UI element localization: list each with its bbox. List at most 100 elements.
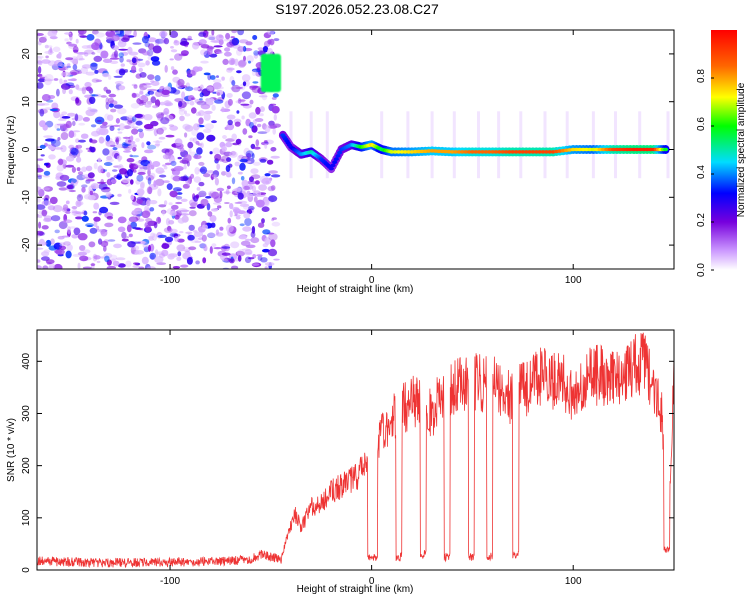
noise-speckle [91,52,96,55]
noise-speckle [255,118,264,122]
noise-speckle [154,75,161,82]
track-core [328,166,334,171]
noise-speckle [256,67,261,71]
noise-speckle [189,206,196,209]
noise-speckle [57,118,67,121]
noise-speckle [42,197,47,200]
noise-speckle [49,196,58,205]
noise-speckle [193,231,204,237]
noise-speckle [159,174,167,178]
noise-speckle [108,93,117,98]
noise-speckle [66,41,72,45]
noise-speckle [100,124,108,129]
noise-speckle [95,79,103,83]
noise-speckle [131,128,139,135]
noise-speckle [177,78,185,87]
noise-speckle [201,234,207,242]
noise-speckle [237,60,246,68]
noise-speckle [88,185,96,193]
noise-speckle [264,237,271,245]
noise-speckle [96,181,107,184]
noise-speckle [146,141,151,146]
noise-speckle [52,46,61,53]
noise-speckle [188,210,197,217]
noise-speckle [175,210,182,217]
noise-speckle [136,218,145,222]
noise-speckle [249,85,259,89]
noise-speckle [206,86,214,92]
noise-speckle [244,256,252,264]
noise-speckle [93,255,101,260]
noise-speckle [161,148,170,154]
noise-speckle [268,233,278,241]
noise-speckle [37,204,46,210]
noise-speckle [140,181,145,189]
noise-speckle [112,260,120,267]
noise-speckle [200,49,207,56]
noise-speckle [136,198,143,205]
noise-speckle [45,55,49,59]
noise-speckle [136,188,145,196]
noise-speckle [129,162,134,170]
spectrogram-y-axis-label: Frequency (Hz) [6,116,17,185]
noise-speckle [263,40,271,48]
noise-speckle [272,93,279,98]
noise-speckle [145,60,150,66]
noise-speckle [43,215,53,222]
noise-speckle [143,114,153,121]
noise-speckle [61,111,68,115]
noise-speckle [212,147,220,155]
noise-speckle [273,38,280,42]
noise-speckle [255,199,265,208]
noise-speckle [65,210,71,214]
noise-speckle [243,185,251,191]
noise-speckle [186,257,193,265]
noise-speckle [94,69,99,74]
noise-speckle [210,173,214,181]
noise-speckle [183,164,187,170]
noise-speckle [251,226,256,234]
noise-speckle [65,57,74,61]
noise-speckle [253,196,258,203]
noise-speckle [237,249,245,257]
noise-speckle [154,38,160,46]
noise-speckle [39,108,45,117]
noise-speckle [239,203,250,207]
noise-speckle [106,155,113,161]
noise-speckle [230,150,236,156]
noise-speckle [196,147,203,155]
track-streak [406,111,410,179]
noise-speckle [53,78,59,81]
noise-speckle [41,94,51,102]
noise-speckle [103,245,107,252]
noise-speckle [56,88,60,97]
noise-speckle [145,174,155,181]
noise-speckle [261,177,272,185]
noise-speckle [41,209,48,217]
noise-speckle [200,198,209,207]
noise-speckle [104,113,110,121]
noise-speckle [156,127,164,135]
noise-speckle [123,125,131,130]
noise-speckle [226,114,236,120]
noise-speckle [111,34,120,42]
noise-speckle [227,98,233,106]
noise-speckle [209,215,217,222]
noise-speckle [176,244,186,252]
noise-speckle [65,200,70,205]
noise-speckle [39,144,46,149]
noise-speckle [216,187,225,192]
noise-speckle [142,82,152,86]
noise-speckle [196,187,201,191]
noise-speckle [37,78,46,83]
noise-speckle [92,211,98,214]
noise-speckle [147,144,157,150]
spectrogram-x-axis-label: Height of straight line (km) [297,284,414,295]
noise-speckle [218,34,223,38]
noise-speckle [135,137,140,143]
noise-speckle [105,89,112,94]
noise-speckle [255,139,260,147]
noise-speckle [72,45,79,54]
noise-speckle [191,97,196,100]
noise-speckle [149,200,158,205]
